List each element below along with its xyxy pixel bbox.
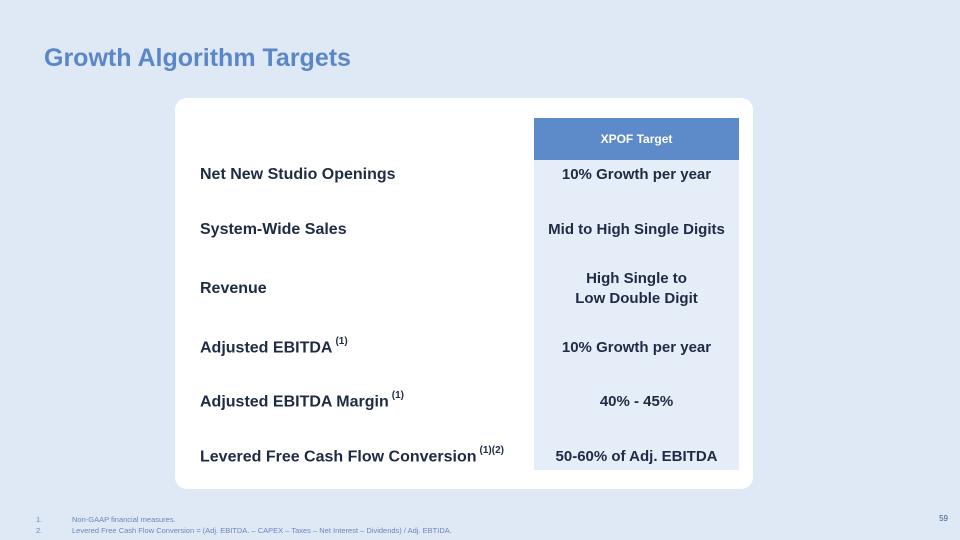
footnote-ref: (1) xyxy=(335,336,348,348)
row-value: 40% - 45% xyxy=(599,393,674,410)
footnote-text: Non-GAAP financial measures. xyxy=(72,515,176,524)
column-header-xpof-target: XPOF Target xyxy=(534,118,739,160)
table-row: Revenue High Single to Low Double Digit xyxy=(175,262,739,316)
page-number: 59 xyxy=(939,514,948,523)
footnote-number: 2. xyxy=(36,526,43,535)
row-value: Mid to High Single Digits xyxy=(548,221,725,238)
table-row: Adjusted EBITDA (1) 10% Growth per year xyxy=(175,321,739,375)
table-row: Adjusted EBITDA Margin (1) 40% - 45% xyxy=(175,375,739,429)
row-value: 10% Growth per year xyxy=(561,339,712,356)
footnote-ref: (1)(2) xyxy=(479,445,504,457)
footnotes: 1. Non-GAAP financial measures. 2. Lever… xyxy=(36,514,452,536)
footnote-number: 1. xyxy=(36,515,43,524)
table-row: System-Wide Sales Mid to High Single Dig… xyxy=(175,203,739,257)
row-label: Adjusted EBITDA Margin (1) xyxy=(200,390,404,411)
table-row: Net New Studio Openings 10% Growth per y… xyxy=(175,148,739,202)
row-value: High Single to Low Double Digit xyxy=(575,270,698,307)
page-title: Growth Algorithm Targets xyxy=(44,44,351,72)
target-column-background xyxy=(534,160,739,470)
footnote-ref: (1) xyxy=(391,390,404,402)
footnote-text: Levered Free Cash Flow Conversion = (Adj… xyxy=(72,526,452,535)
table-row: Levered Free Cash Flow Conversion (1)(2) … xyxy=(175,430,739,484)
row-value: 50-60% of Adj. EBITDA xyxy=(555,448,718,465)
row-label: System-Wide Sales xyxy=(200,221,347,238)
row-label: Adjusted EBITDA (1) xyxy=(200,336,348,357)
row-label: Levered Free Cash Flow Conversion (1)(2) xyxy=(200,445,504,466)
row-label: Net New Studio Openings xyxy=(200,166,396,183)
footnote-item: 1. Non-GAAP financial measures. xyxy=(36,514,452,525)
row-value: 10% Growth per year xyxy=(561,166,712,183)
targets-table-card: XPOF Target Net New Studio Openings 10% … xyxy=(175,98,753,489)
footnote-item: 2. Levered Free Cash Flow Conversion = (… xyxy=(36,525,452,536)
row-label: Revenue xyxy=(200,280,267,297)
